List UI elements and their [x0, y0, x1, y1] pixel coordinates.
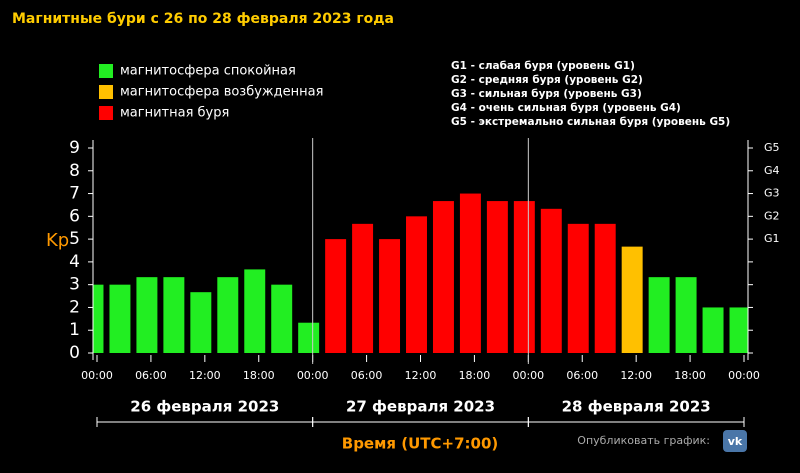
bar [271, 284, 293, 353]
bar [540, 208, 562, 353]
y2-tick-label: G4 [764, 164, 780, 177]
x-tick-label: 12:00 [189, 369, 221, 382]
y-tick-label: 8 [69, 161, 80, 181]
storm-level: G1 - слабая буря (уровень G1) [451, 60, 635, 72]
legend-label: магнитная буря [120, 106, 229, 121]
day-label: 28 февраля 2023 [562, 398, 711, 416]
x-tick-label: 18:00 [459, 369, 491, 382]
x-tick-label: 12:00 [620, 369, 652, 382]
publish-text: Опубликовать график: [577, 434, 710, 447]
y-tick-label: 5 [69, 229, 80, 249]
legend-swatch [99, 64, 113, 78]
legend-label: магнитосфера возбужденная [120, 85, 323, 100]
bar [244, 269, 266, 353]
vk-icon[interactable] [723, 430, 747, 452]
x-tick-label: 00:00 [297, 369, 329, 382]
bar [567, 223, 589, 353]
y-tick-label: 0 [69, 343, 80, 363]
y2-tick-label: G1 [764, 232, 780, 245]
x-tick-label: 18:00 [674, 369, 706, 382]
bar [594, 223, 616, 353]
y-tick-label: 7 [69, 184, 80, 204]
storm-level: G4 - очень сильная буря (уровень G4) [451, 102, 681, 114]
bar [163, 277, 185, 353]
bar [298, 322, 320, 353]
bar [702, 307, 724, 353]
legend-label: магнитосфера спокойная [120, 64, 296, 79]
x-tick-label: 12:00 [405, 369, 437, 382]
bar [432, 201, 454, 353]
bar [406, 216, 427, 353]
x-tick-label: 00:00 [728, 369, 760, 382]
x-tick-label: 18:00 [243, 369, 275, 382]
x-tick-label: 06:00 [135, 369, 167, 382]
day-label: 26 февраля 2023 [130, 398, 279, 416]
bar [379, 239, 401, 353]
y-axis-label: Kp [46, 230, 69, 251]
bar [109, 284, 131, 353]
y-tick-label: 4 [69, 252, 80, 272]
bar [675, 277, 697, 353]
bar [217, 277, 239, 353]
bar [190, 292, 212, 353]
bar [93, 284, 104, 353]
y2-tick-label: G5 [764, 141, 780, 154]
storm-level: G2 - средняя буря (уровень G2) [451, 74, 643, 86]
vk-button[interactable]: vk [723, 430, 747, 452]
bar [513, 201, 535, 353]
bar [136, 277, 158, 353]
legend-swatch [99, 85, 113, 99]
x-tick-label: 06:00 [566, 369, 598, 382]
bar [352, 223, 374, 353]
vk-glyph[interactable]: vk [728, 435, 743, 448]
y-tick-label: 9 [69, 138, 80, 158]
y-tick-label: 3 [69, 275, 80, 295]
bar [729, 307, 748, 353]
legend-swatch [99, 106, 113, 120]
x-tick-label: 00:00 [81, 369, 113, 382]
bar [325, 239, 347, 353]
bar [459, 193, 481, 353]
x-tick-label: 06:00 [351, 369, 383, 382]
day-label: 27 февраля 2023 [346, 398, 495, 416]
bars [93, 193, 748, 353]
bar [648, 277, 670, 353]
y-tick-label: 6 [69, 206, 80, 226]
storm-level: G3 - сильная буря (уровень G3) [451, 88, 642, 100]
bar [486, 201, 508, 353]
storm-level: G5 - экстремально сильная буря (уровень … [451, 116, 730, 128]
y-tick-label: 2 [69, 297, 80, 317]
chart-title: Магнитные бури с 26 по 28 февраля 2023 г… [12, 11, 394, 27]
x-tick-label: 00:00 [512, 369, 544, 382]
bar [621, 246, 643, 353]
x-axis-label: Время (UTC+7:00) [342, 435, 498, 453]
y-tick-label: 1 [69, 320, 80, 340]
y2-tick-label: G2 [764, 209, 780, 222]
y2-tick-label: G3 [764, 187, 780, 200]
